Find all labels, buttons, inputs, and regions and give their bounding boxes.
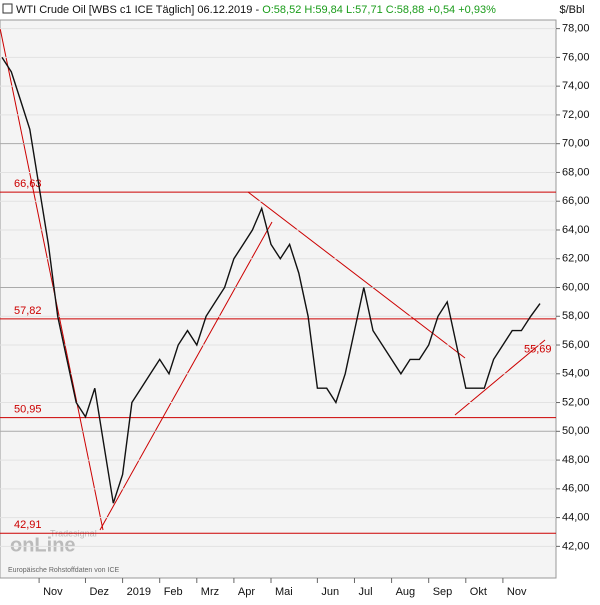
x-tick-label: Sep bbox=[433, 586, 453, 598]
logo: onLine bbox=[10, 534, 76, 556]
y-tick-label: 54,00 bbox=[562, 368, 590, 380]
y-tick-label: 64,00 bbox=[562, 224, 590, 236]
y-tick-label: 42,00 bbox=[562, 540, 590, 552]
y-tick-label: 50,00 bbox=[562, 425, 590, 437]
y-tick-label: 44,00 bbox=[562, 512, 590, 524]
y-tick-label: 60,00 bbox=[562, 281, 590, 293]
level-label: 50,95 bbox=[14, 404, 42, 416]
x-tick-label: Nov bbox=[507, 586, 527, 598]
x-tick-label: Jun bbox=[321, 586, 339, 598]
level-label: 66,63 bbox=[14, 178, 42, 190]
y-tick-label: 66,00 bbox=[562, 195, 590, 207]
x-tick-label: Aug bbox=[396, 586, 416, 598]
plot-area bbox=[0, 19, 557, 579]
x-tick-label: Mai bbox=[275, 586, 293, 598]
ohlc-value: O:58,52 bbox=[262, 4, 301, 16]
trend-line bbox=[99, 221, 273, 531]
x-tick-label: 2019 bbox=[127, 586, 151, 598]
level-label: 57,82 bbox=[14, 305, 42, 317]
y-tick-label: 76,00 bbox=[562, 51, 590, 63]
x-tick-label: Apr bbox=[238, 586, 255, 598]
unit-label: $/Bbl bbox=[559, 4, 584, 16]
trend-label: 55,69 bbox=[524, 343, 552, 355]
y-tick-label: 62,00 bbox=[562, 253, 590, 265]
y-tick-label: 46,00 bbox=[562, 483, 590, 495]
y-tick-label: 78,00 bbox=[562, 23, 590, 35]
source-note: Europäische Rohstoffdaten von ICE bbox=[8, 567, 119, 574]
ohlc-value: C:58,88 bbox=[386, 4, 425, 16]
y-tick-label: 48,00 bbox=[562, 454, 590, 466]
y-tick-label: 72,00 bbox=[562, 109, 590, 121]
y-tick-label: 56,00 bbox=[562, 339, 590, 351]
level-label: 42,91 bbox=[14, 519, 42, 531]
trend-line bbox=[247, 191, 466, 359]
header: WTI Crude Oil [WBS c1 ICE Täglich] 06.12… bbox=[2, 3, 496, 16]
y-tick-label: 74,00 bbox=[562, 80, 590, 92]
y-tick-label: 58,00 bbox=[562, 310, 590, 322]
ohlc-value: L:57,71 bbox=[346, 4, 383, 16]
header-sep: - bbox=[252, 4, 262, 16]
price-line bbox=[1, 57, 541, 504]
ohlc-value: H:59,84 bbox=[304, 4, 343, 16]
x-tick-label: Dez bbox=[89, 586, 109, 598]
x-tick-label: Nov bbox=[43, 586, 63, 598]
x-tick-label: Feb bbox=[164, 586, 183, 598]
ohlc-value: +0,54 bbox=[427, 4, 455, 16]
trend-lines bbox=[0, 27, 546, 531]
y-tick-label: 70,00 bbox=[562, 138, 590, 150]
x-tick-label: Okt bbox=[470, 586, 487, 598]
header-icon bbox=[2, 3, 13, 14]
chart-title: WTI Crude Oil [WBS c1 ICE Täglich] 06.12… bbox=[16, 4, 496, 16]
y-tick-label: 52,00 bbox=[562, 396, 590, 408]
x-tick-label: Jul bbox=[358, 586, 372, 598]
y-tick-label: 68,00 bbox=[562, 166, 590, 178]
x-tick-label: Mrz bbox=[201, 586, 219, 598]
ohlc-value: +0,93% bbox=[458, 4, 496, 16]
trend-line bbox=[0, 27, 104, 531]
